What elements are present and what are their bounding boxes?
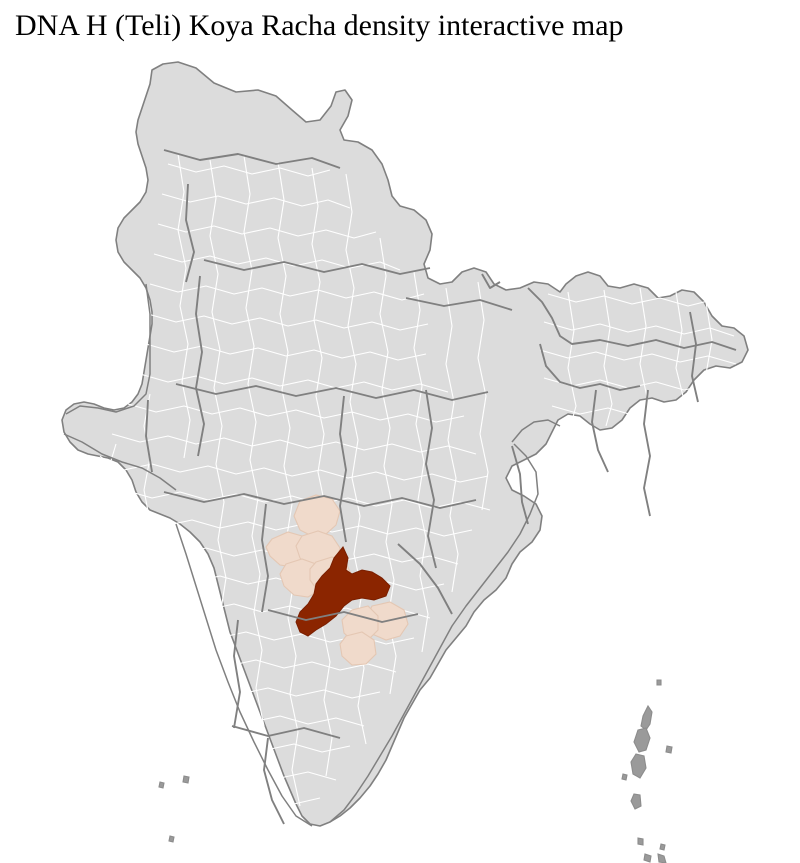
district-line bbox=[547, 293, 713, 307]
district-line bbox=[603, 289, 613, 427]
coastline-kutch bbox=[63, 433, 177, 491]
district-line bbox=[209, 159, 233, 805]
page-title: DNA H (Teli) Koya Racha density interact… bbox=[15, 9, 624, 42]
district-line bbox=[167, 163, 331, 177]
state-line-jk-hp bbox=[163, 149, 341, 169]
district-line bbox=[99, 443, 117, 465]
state-line-up-north bbox=[203, 259, 431, 275]
state-line-mp-north bbox=[175, 383, 489, 401]
state-line-karnataka-ap bbox=[233, 619, 241, 729]
district-line bbox=[639, 287, 649, 403]
district-line bbox=[567, 291, 577, 429]
district-line bbox=[161, 193, 351, 209]
state-line-telangana-ap bbox=[267, 609, 419, 623]
district-line bbox=[177, 153, 191, 459]
district-line bbox=[539, 349, 737, 365]
nicobar-5 bbox=[659, 843, 666, 851]
district-line bbox=[445, 287, 459, 593]
district-line bbox=[705, 301, 713, 375]
andaman-middle bbox=[633, 727, 651, 753]
district-boundaries-group bbox=[95, 153, 737, 807]
state-line-sikkim bbox=[481, 273, 501, 289]
state-line-meghalaya bbox=[539, 343, 641, 391]
state-line-odisha-south bbox=[397, 543, 453, 615]
coastline-group bbox=[63, 283, 561, 827]
coastline-east bbox=[329, 443, 539, 823]
andaman-north bbox=[640, 704, 653, 731]
state-line-kerala-tn bbox=[263, 737, 285, 825]
state-line-chhattisgarh-east bbox=[425, 389, 437, 569]
andaman-tiny-1 bbox=[656, 679, 662, 686]
state-line-punjab-haryana bbox=[185, 183, 195, 283]
district-line bbox=[95, 461, 489, 483]
district-line bbox=[277, 161, 301, 807]
india-choropleth-map[interactable] bbox=[0, 44, 800, 863]
district-line bbox=[189, 629, 415, 645]
district-line bbox=[311, 167, 333, 777]
state-line-chhattisgarh-west bbox=[339, 395, 347, 543]
district-line bbox=[265, 795, 321, 805]
lakshadweep-3 bbox=[168, 835, 175, 843]
map-hit-area[interactable] bbox=[0, 44, 800, 863]
coastline-bengal bbox=[511, 419, 561, 443]
nicobar-4 bbox=[657, 853, 667, 863]
state-line-mp-maharashtra bbox=[163, 491, 477, 509]
district-line bbox=[543, 321, 735, 337]
district-line bbox=[413, 271, 429, 653]
state-line-ne-assam bbox=[527, 287, 737, 351]
district-line bbox=[223, 713, 365, 727]
district-line bbox=[147, 313, 429, 331]
lakshadweep-2 bbox=[182, 775, 190, 784]
andaman-tiny-2 bbox=[665, 745, 673, 754]
nicobar-2 bbox=[637, 837, 644, 846]
district-line bbox=[477, 281, 489, 511]
andaman-tiny-3 bbox=[621, 773, 628, 781]
state-line-rajasthan-east bbox=[195, 275, 205, 457]
coastline-konkan bbox=[175, 523, 313, 827]
state-line-manipur-mizoram bbox=[643, 389, 651, 517]
nicobar-3 bbox=[643, 853, 652, 863]
state-line-gujarat-mp bbox=[145, 399, 153, 473]
andaman-south bbox=[630, 753, 647, 779]
coastline-west bbox=[65, 283, 151, 415]
region-khammam-high[interactable] bbox=[295, 546, 391, 637]
state-line-bihar-jharkhand bbox=[405, 297, 513, 311]
district-line bbox=[127, 403, 465, 423]
state-line-tripura bbox=[591, 389, 609, 473]
district-line bbox=[139, 373, 449, 393]
map-svg[interactable] bbox=[0, 44, 800, 863]
district-line bbox=[243, 155, 267, 801]
district-line bbox=[111, 433, 477, 455]
state-line-maharashtra-telangana bbox=[261, 503, 269, 613]
nicobar-1 bbox=[630, 793, 642, 810]
state-line-nagaland bbox=[689, 311, 699, 403]
lakshadweep-1 bbox=[158, 781, 165, 789]
district-line bbox=[675, 291, 685, 401]
islands-group bbox=[158, 679, 673, 863]
region-adilabad[interactable] bbox=[293, 494, 341, 537]
state-line-wb-coast bbox=[511, 445, 529, 525]
district-line bbox=[157, 223, 377, 239]
district-line bbox=[145, 343, 427, 361]
state-boundaries-group bbox=[145, 149, 737, 825]
district-line bbox=[551, 405, 691, 419]
state-line-karnataka-tn bbox=[231, 725, 341, 739]
region-krishna[interactable] bbox=[339, 631, 377, 666]
